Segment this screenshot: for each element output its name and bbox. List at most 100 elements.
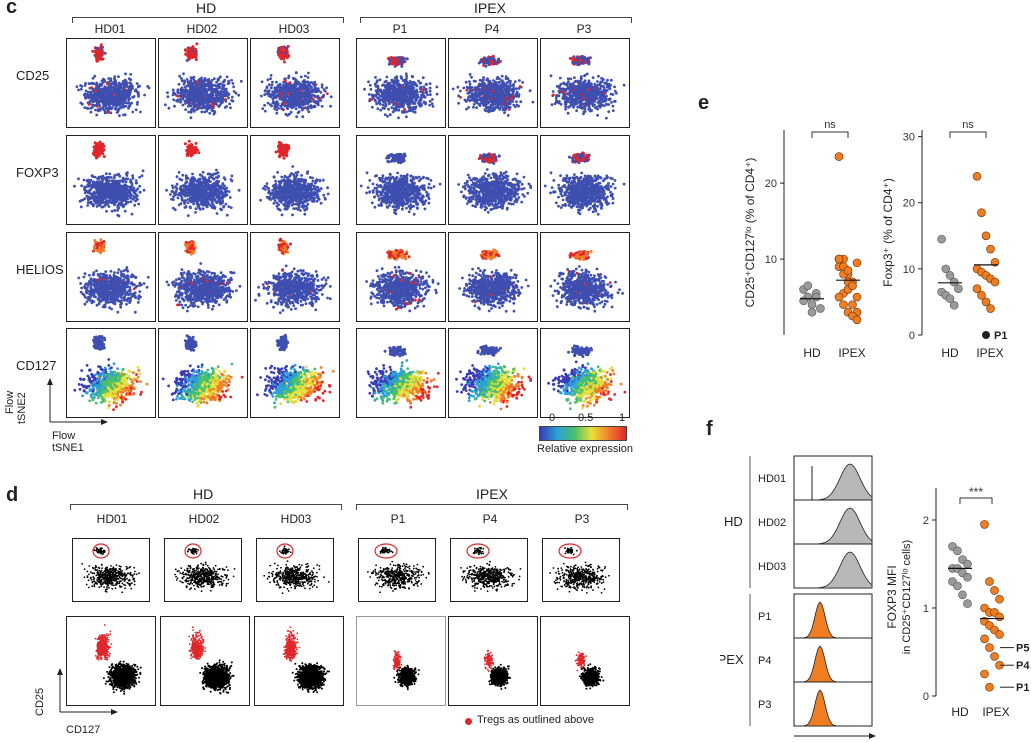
tsne-dot — [99, 43, 103, 47]
tsne-dot — [464, 80, 468, 84]
tsne-dot — [585, 101, 588, 105]
tsne-dot — [219, 82, 223, 86]
tsne-dot — [116, 196, 120, 199]
tsne-dot — [126, 91, 130, 94]
tsne-dot — [300, 107, 304, 110]
tsne-dot — [478, 82, 481, 86]
tsne-dot — [325, 92, 329, 95]
tsne-dot — [497, 57, 501, 61]
tsne-dot — [204, 99, 208, 103]
tsne-dot — [575, 87, 579, 91]
tsne-dot — [280, 97, 283, 101]
tsne-dot — [115, 91, 119, 95]
tsne-dot — [473, 96, 477, 100]
tsne-dot — [578, 104, 581, 108]
tsne-dot — [422, 100, 426, 104]
tsne-dot — [394, 63, 398, 67]
tsne-dot — [515, 92, 519, 96]
tsne-dot — [593, 99, 597, 103]
tsne-dot — [567, 86, 571, 90]
tsne-dot — [557, 89, 561, 93]
tsne-dot — [121, 180, 125, 184]
tsne-dot — [509, 79, 512, 83]
tsne-dot — [554, 97, 558, 100]
tsne-plot — [448, 38, 538, 128]
tsne-dot — [105, 195, 109, 199]
tsne-dot — [299, 92, 303, 95]
tsne-dot — [506, 114, 510, 117]
tsne-dot — [212, 112, 216, 116]
tsne-dot — [111, 102, 115, 106]
tsne-dot — [196, 80, 199, 84]
tsne-dot — [491, 107, 495, 111]
tsne-dot — [118, 197, 122, 200]
tsne-dot — [596, 88, 599, 92]
tsne-dot — [104, 200, 108, 204]
tsne-dot — [93, 74, 97, 78]
panel-c-bracket-hd — [72, 17, 344, 23]
tsne-dot — [563, 92, 566, 96]
tsne-dot — [583, 107, 587, 111]
tsne-dot — [596, 83, 600, 87]
tsne-dot — [465, 88, 469, 92]
tsne-dot — [401, 79, 405, 82]
tsne-dot — [582, 105, 586, 108]
tsne-dot — [104, 110, 108, 114]
tsne-dot — [599, 87, 602, 91]
tsne-dot — [572, 99, 576, 103]
tsne-dot — [105, 180, 109, 184]
tsne-dot — [94, 152, 98, 156]
tsne-dot — [110, 176, 113, 179]
tsne-dot — [552, 93, 555, 97]
panel-c-group-ipex: IPEX — [474, 0, 506, 16]
tsne-dot — [184, 52, 188, 56]
tsne-dot — [316, 103, 320, 107]
tsne-dot — [576, 93, 580, 96]
tsne-dot — [273, 101, 277, 105]
tsne-dot — [590, 89, 594, 93]
tsne-dot — [492, 79, 495, 82]
tsne-dot — [280, 57, 283, 61]
tsne-dot — [87, 180, 91, 184]
tsne-dot — [181, 103, 185, 107]
tsne-dot — [428, 103, 432, 107]
tsne-dot — [141, 169, 145, 173]
tsne-dot — [196, 107, 200, 110]
tsne-dot — [189, 104, 193, 108]
panel-c-sample-label: P3 — [540, 22, 628, 36]
tsne-dot — [419, 85, 423, 89]
tsne-dot — [224, 99, 228, 103]
panel-c-sample-label: HD01 — [66, 22, 154, 36]
tsne-dot — [185, 78, 189, 81]
tsne-dot — [494, 100, 498, 103]
tsne-dot — [402, 91, 406, 94]
tsne-dot — [550, 103, 554, 106]
panel-c-sample-label: HD02 — [158, 22, 246, 36]
tsne-dot — [115, 198, 118, 202]
tsne-dot — [376, 92, 379, 95]
tsne-plot — [356, 38, 446, 128]
tsne-dot — [297, 95, 301, 98]
tsne-dot — [265, 92, 269, 96]
tsne-dot — [125, 174, 129, 177]
tsne-dot — [98, 93, 101, 97]
tsne-dot — [388, 98, 392, 102]
tsne-dot — [492, 93, 496, 97]
tsne-dot — [118, 89, 122, 93]
tsne-dot — [309, 94, 312, 97]
tsne-dot — [480, 96, 484, 100]
tsne-dot — [568, 89, 572, 93]
tsne-dot — [274, 105, 277, 109]
tsne-dot — [384, 91, 388, 95]
tsne-dot — [232, 85, 235, 89]
tsne-dot — [86, 201, 90, 204]
tsne-dot — [609, 92, 613, 96]
tsne-dot — [83, 92, 87, 96]
tsne-dot — [192, 96, 196, 99]
tsne-dot — [118, 84, 122, 88]
tsne-dot — [496, 97, 499, 101]
tsne-dot — [116, 182, 120, 186]
tsne-dot — [101, 57, 105, 61]
tsne-dot — [285, 56, 289, 60]
tsne-dot — [400, 100, 404, 103]
